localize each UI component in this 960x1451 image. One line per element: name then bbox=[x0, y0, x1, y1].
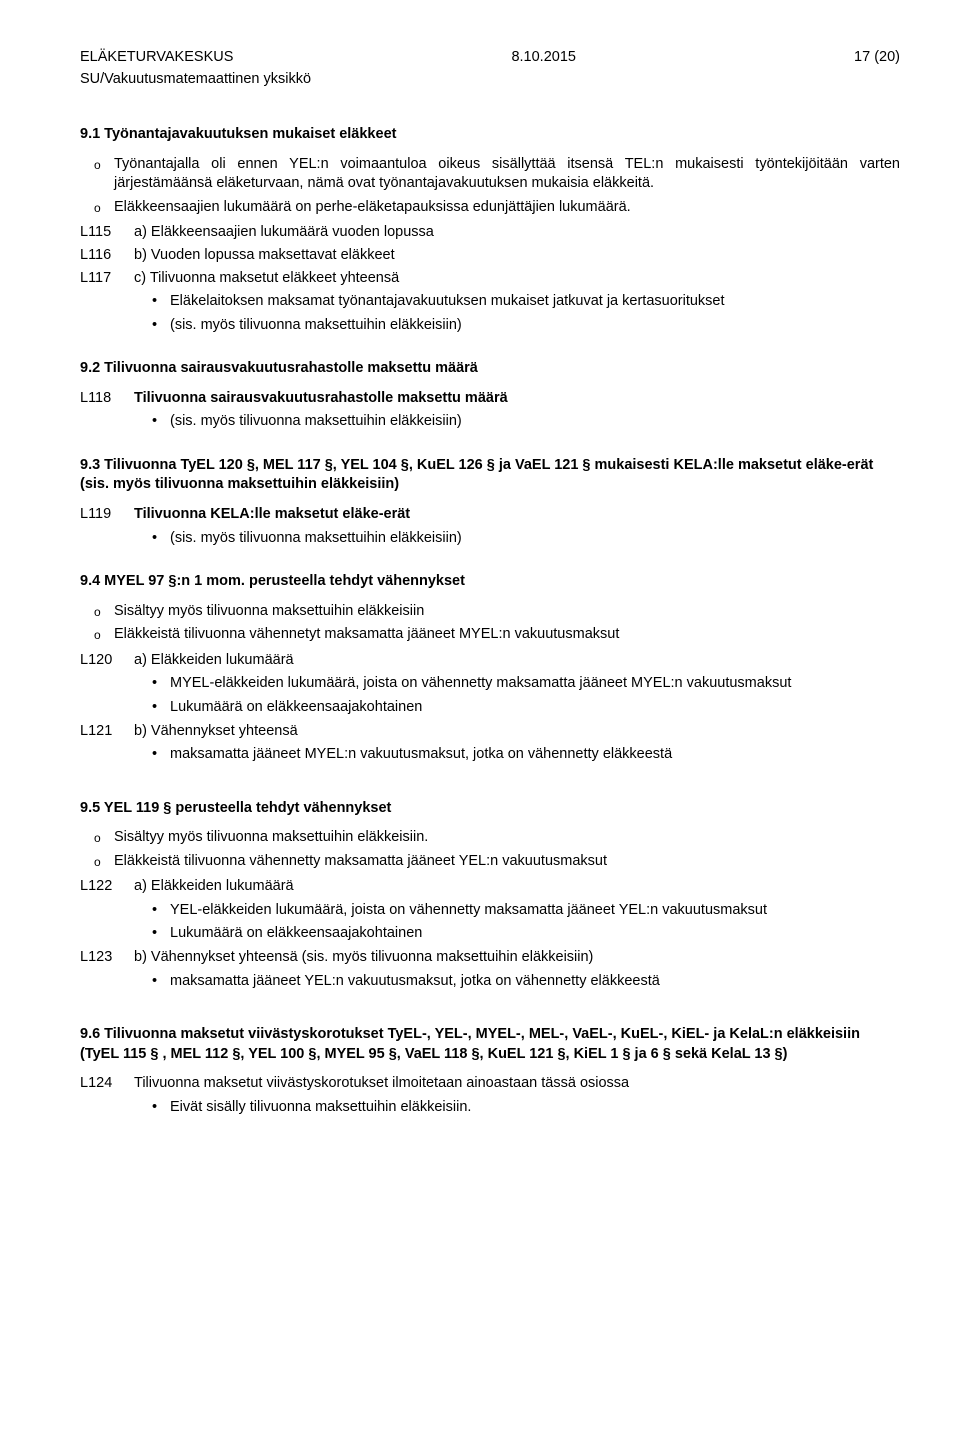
notes-9-4: Sisältyy myös tilivuonna maksettuihin el… bbox=[80, 602, 900, 645]
section-title-9-4: 9.4 MYEL 97 §:n 1 mom. perusteella tehdy… bbox=[80, 572, 900, 592]
line-text: a) Eläkkeensaajien lukumäärä vuoden lopu… bbox=[134, 223, 900, 243]
line-L118: L118 Tilivuonna sairausvakuutusrahastoll… bbox=[80, 389, 900, 409]
details-L123: maksamatta jääneet YEL:n vakuutusmaksut,… bbox=[80, 972, 900, 992]
detail-text: (sis. myös tilivuonna maksettuihin eläkk… bbox=[170, 316, 900, 336]
detail-text: (sis. myös tilivuonna maksettuihin eläkk… bbox=[170, 529, 900, 549]
details-9-2: (sis. myös tilivuonna maksettuihin eläkk… bbox=[80, 412, 900, 432]
note-text: Eläkkeensaajien lukumäärä on perhe-eläke… bbox=[114, 198, 900, 218]
line-L122: L122 a) Eläkkeiden lukumäärä bbox=[80, 877, 900, 897]
header-sub: SU/Vakuutusmatemaattinen yksikkö bbox=[80, 70, 900, 90]
line-code: L115 bbox=[80, 223, 134, 243]
line-L116: L116 b) Vuoden lopussa maksettavat eläkk… bbox=[80, 246, 900, 266]
section-title-9-3: 9.3 Tilivuonna TyEL 120 §, MEL 117 §, YE… bbox=[80, 456, 900, 495]
line-L117: L117 c) Tilivuonna maksetut eläkkeet yht… bbox=[80, 269, 900, 289]
details-L120: MYEL-eläkkeiden lukumäärä, joista on väh… bbox=[80, 674, 900, 717]
detail-text: YEL-eläkkeiden lukumäärä, joista on vähe… bbox=[170, 901, 900, 921]
line-text: c) Tilivuonna maksetut eläkkeet yhteensä bbox=[134, 269, 900, 289]
detail-text: MYEL-eläkkeiden lukumäärä, joista on väh… bbox=[170, 674, 900, 694]
section-title-9-2: 9.2 Tilivuonna sairausvakuutusrahastolle… bbox=[80, 359, 900, 379]
line-text-bold: Tilivuonna KELA:lle maksetut eläke-erät bbox=[134, 506, 410, 522]
line-L115: L115 a) Eläkkeensaajien lukumäärä vuoden… bbox=[80, 223, 900, 243]
line-code: L123 bbox=[80, 948, 134, 968]
note-text: Eläkkeistä tilivuonna vähennetyt maksama… bbox=[114, 625, 900, 645]
notes-9-1: Työnantajalla oli ennen YEL:n voimaantul… bbox=[80, 155, 900, 218]
details-L122: YEL-eläkkeiden lukumäärä, joista on vähe… bbox=[80, 901, 900, 944]
line-L120: L120 a) Eläkkeiden lukumäärä bbox=[80, 651, 900, 671]
line-code: L120 bbox=[80, 651, 134, 671]
line-L121: L121 b) Vähennykset yhteensä bbox=[80, 722, 900, 742]
header-org: ELÄKETURVAKESKUS bbox=[80, 48, 233, 68]
line-code: L118 bbox=[80, 389, 134, 409]
details-L121: maksamatta jääneet MYEL:n vakuutusmaksut… bbox=[80, 745, 900, 765]
section-title-9-1: 9.1 Työnantajavakuutuksen mukaiset eläkk… bbox=[80, 125, 900, 145]
line-code: L119 bbox=[80, 505, 134, 525]
line-code: L117 bbox=[80, 269, 134, 289]
detail-text: maksamatta jääneet MYEL:n vakuutusmaksut… bbox=[170, 745, 900, 765]
line-text: Tilivuonna KELA:lle maksetut eläke-erät bbox=[134, 505, 900, 525]
header-page: 17 (20) bbox=[854, 48, 900, 68]
line-L124: L124 Tilivuonna maksetut viivästyskorotu… bbox=[80, 1074, 900, 1094]
line-L123: L123 b) Vähennykset yhteensä (sis. myös … bbox=[80, 948, 900, 968]
line-L119: L119 Tilivuonna KELA:lle maksetut eläke-… bbox=[80, 505, 900, 525]
details-9-3: (sis. myös tilivuonna maksettuihin eläkk… bbox=[80, 529, 900, 549]
section-title-9-6: 9.6 Tilivuonna maksetut viivästyskorotuk… bbox=[80, 1025, 900, 1064]
note-text: Sisältyy myös tilivuonna maksettuihin el… bbox=[114, 602, 900, 622]
section-title-9-5: 9.5 YEL 119 § perusteella tehdyt vähenny… bbox=[80, 799, 900, 819]
details-L124: Eivät sisälly tilivuonna maksettuihin el… bbox=[80, 1098, 900, 1118]
line-text: Tilivuonna sairausvakuutusrahastolle mak… bbox=[134, 389, 900, 409]
line-code: L122 bbox=[80, 877, 134, 897]
detail-text: Eivät sisälly tilivuonna maksettuihin el… bbox=[170, 1098, 900, 1118]
line-text: b) Vuoden lopussa maksettavat eläkkeet bbox=[134, 246, 900, 266]
notes-9-5: Sisältyy myös tilivuonna maksettuihin el… bbox=[80, 828, 900, 871]
line-code: L124 bbox=[80, 1074, 134, 1094]
line-text-bold: Tilivuonna sairausvakuutusrahastolle mak… bbox=[134, 390, 508, 406]
line-text: Tilivuonna maksetut viivästyskorotukset … bbox=[134, 1074, 900, 1094]
note-text: Eläkkeistä tilivuonna vähennetty maksama… bbox=[114, 852, 900, 872]
page-header: ELÄKETURVAKESKUS 8.10.2015 17 (20) bbox=[80, 48, 900, 68]
detail-text: maksamatta jääneet YEL:n vakuutusmaksut,… bbox=[170, 972, 900, 992]
note-text: Työnantajalla oli ennen YEL:n voimaantul… bbox=[114, 155, 900, 194]
detail-text: Lukumäärä on eläkkeensaajakohtainen bbox=[170, 924, 900, 944]
line-code: L121 bbox=[80, 722, 134, 742]
line-text: b) Vähennykset yhteensä bbox=[134, 722, 900, 742]
line-code: L116 bbox=[80, 246, 134, 266]
line-text: a) Eläkkeiden lukumäärä bbox=[134, 877, 900, 897]
detail-text: (sis. myös tilivuonna maksettuihin eläkk… bbox=[170, 412, 900, 432]
detail-text: Lukumäärä on eläkkeensaajakohtainen bbox=[170, 698, 900, 718]
details-9-1: Eläkelaitoksen maksamat työnantajavakuut… bbox=[80, 292, 900, 335]
note-text: Sisältyy myös tilivuonna maksettuihin el… bbox=[114, 828, 900, 848]
line-text: b) Vähennykset yhteensä (sis. myös tiliv… bbox=[134, 948, 900, 968]
line-text: a) Eläkkeiden lukumäärä bbox=[134, 651, 900, 671]
header-date: 8.10.2015 bbox=[511, 48, 576, 68]
detail-text: Eläkelaitoksen maksamat työnantajavakuut… bbox=[170, 292, 900, 312]
